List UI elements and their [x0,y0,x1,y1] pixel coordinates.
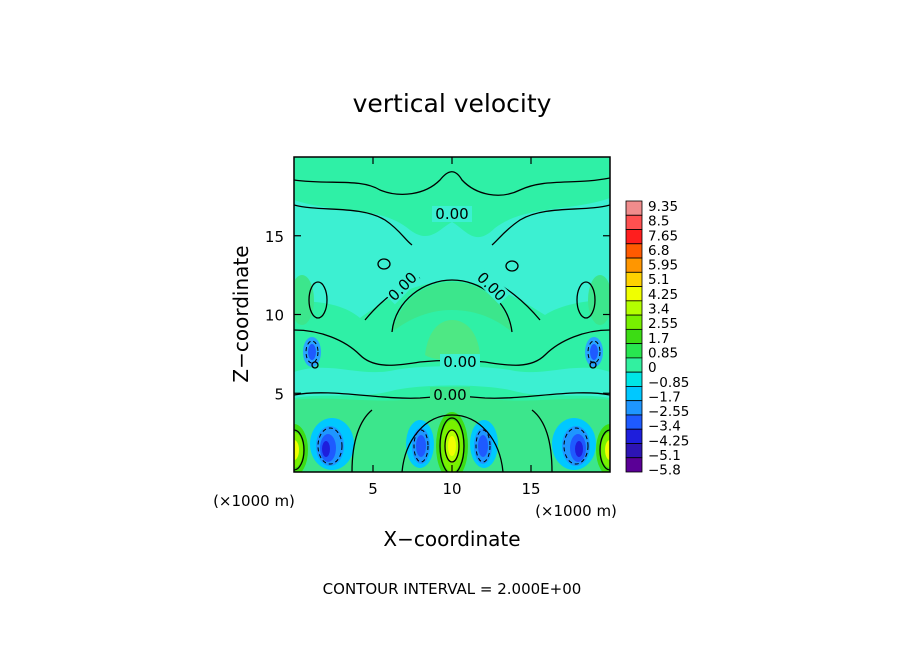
colorbar-label: 7.65 [648,228,678,244]
downdraft-cores [310,418,596,470]
colorbar-swatch [625,457,643,473]
y-tick-label: 15 [265,228,284,246]
colorbar-label: 3.4 [648,302,669,318]
x-tick-label: 10 [442,480,461,498]
negative-contours [305,340,601,465]
colorbar-swatch [625,214,643,230]
colorbar-swatch [625,400,643,416]
y-tick-label: 10 [265,307,284,325]
x-tick-label: 15 [521,480,540,498]
colorbar-swatch [625,414,643,430]
colorbar-swatch [625,328,643,345]
colorbar-swatch [625,443,643,459]
colorbar-label: −5.8 [648,463,681,479]
colorbar-label: −5.1 [648,448,681,464]
colorbar-label: −0.85 [648,375,689,391]
chart-title: vertical velocity [353,89,552,118]
colorbar-swatch [625,243,643,259]
plot-area: 0.00 0.00 0.00 0.00 0.00 [294,157,610,472]
colorbar-label: −4.25 [648,433,689,449]
colorbar-swatch [625,229,643,245]
colorbar-swatch [625,357,643,373]
colorbar-label: 1.7 [648,331,669,347]
colorbar-label: −3.4 [648,419,681,435]
colorbar-swatch [625,428,643,444]
colorbar: 9.358.57.656.85.955.14.253.42.551.70.850… [625,199,689,479]
x-tick-label: 5 [368,480,378,498]
x-axis-ticks: 5 10 15 [368,157,541,498]
colorbar-swatch [625,386,643,402]
contour-interval-note: CONTOUR INTERVAL = 2.000E+00 [323,580,582,598]
field-center-green [425,320,480,361]
colorbar-label: −1.7 [648,389,681,405]
colorbar-swatch [625,257,643,273]
y-axis-ticks: 5 10 15 [265,228,610,403]
field-arch [392,282,512,332]
y-axis-label: Z−coordinate [229,245,253,382]
colorbar-label: 5.95 [648,258,678,274]
contour-label: 0.00 [435,205,468,223]
colorbar-swatch [625,371,643,387]
colorbar-swatch [625,286,643,302]
colorbar-label: 4.25 [648,287,678,303]
x-unit-right: (×1000 m) [535,502,617,520]
field-cyan-upper [294,198,610,318]
colorbar-swatch [625,314,643,330]
colorbar-swatch [625,271,643,287]
colorbar-swatch [625,300,643,316]
colorbar-label: −2.55 [648,404,689,420]
updraft-cores [294,412,610,472]
colorbar-swatch [625,343,643,359]
colorbar-label: 2.55 [648,316,678,332]
colorbar-label: 6.8 [648,243,669,259]
x-unit-left: (×1000 m) [213,492,295,510]
y-tick-label: 5 [274,385,284,403]
colorbar-label: 0 [648,360,657,376]
colorbar-label: 9.35 [648,199,678,215]
contour-label: 0.00 [443,353,476,371]
colorbar-swatch [625,200,643,216]
field-cyan-mid [294,366,610,398]
colorbar-label: 0.85 [648,345,678,361]
colorbar-label: 5.1 [648,272,669,288]
colorbar-label: 8.5 [648,214,669,230]
x-axis-label: X−coordinate [383,527,520,551]
contour-label: 0.00 [433,386,466,404]
